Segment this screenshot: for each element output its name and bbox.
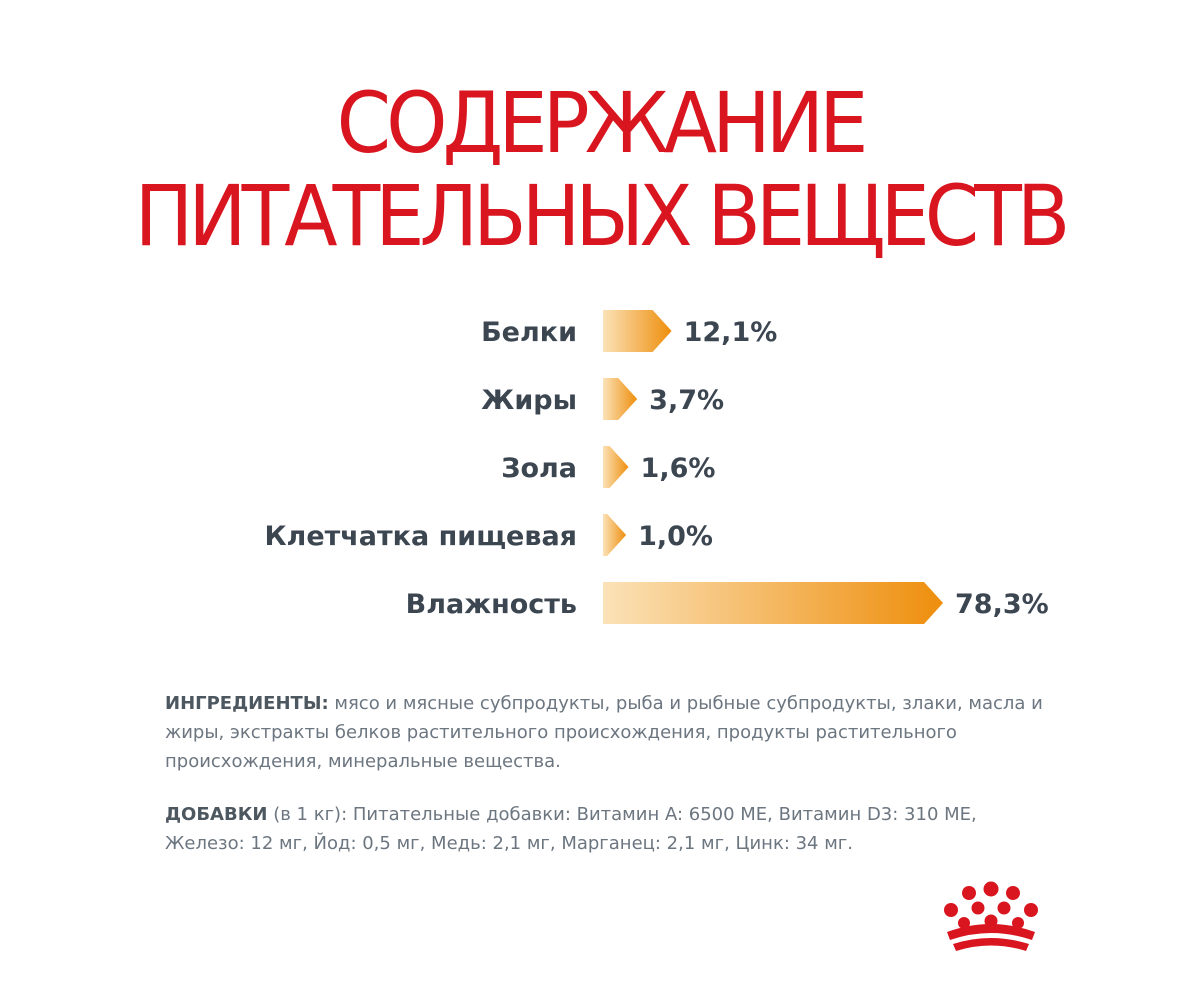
value-label-3: 1,0% [638,521,713,552]
bar-0 [603,310,672,352]
ingredients-heading: ИНГРЕДИЕНТЫ: [165,693,329,714]
value-label-4: 78,3% [955,589,1049,620]
value-label-0: 12,1% [684,317,778,348]
crown-icon [944,881,1038,951]
bar-3 [603,514,627,556]
category-label-0: Белки [481,317,577,348]
bar-1 [603,378,638,420]
value-label-2: 1,6% [641,453,716,484]
ingredients-text: ИНГРЕДИЕНТЫ: мясо и мясные субпродукты, … [165,689,1045,776]
nutrient-bar-chart: Белки 12,1% Жиры 3,7% Зола 1,6% Клетчатка пище… [264,310,1049,624]
ingredients-body: мясо и мясные субпродукты, рыба и рыбные… [165,693,1043,772]
page-title-line-1: СОДЕРЖАНИЕ [336,75,869,173]
bar-4 [603,582,944,624]
category-label-1: Жиры [481,385,577,416]
category-label-4: Влажность [406,589,577,620]
value-label-1: 3,7% [649,385,724,416]
additives-text: ДОБАВКИ (в 1 кг): Питательные добавки: В… [165,800,1045,858]
page-title-line-2: ПИТАТЕЛЬНЫХ ВЕЩЕСТВ [134,168,1071,266]
bar-2 [603,446,629,488]
additives-heading: ДОБАВКИ [165,804,268,825]
category-label-3: Клетчатка пищевая [264,521,577,552]
category-label-2: Зола [501,453,577,484]
additives-body: (в 1 кг): Питательные добавки: Витамин A… [165,804,977,854]
